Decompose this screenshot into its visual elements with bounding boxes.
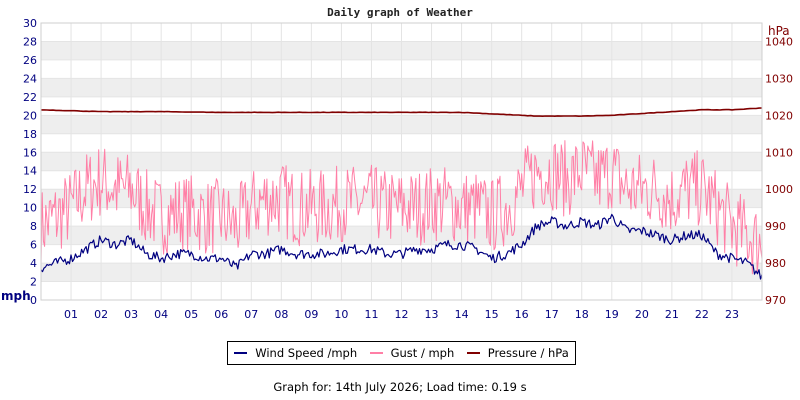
x-tick-label: 16: [515, 308, 529, 321]
x-tick-label: 21: [665, 308, 679, 321]
y-tick-label: 2: [30, 276, 37, 289]
y-right-tick-label: 1000: [765, 183, 793, 196]
x-tick-label: 01: [64, 308, 78, 321]
x-tick-label: 14: [455, 308, 469, 321]
x-tick-label: 05: [184, 308, 198, 321]
x-tick-label: 10: [334, 308, 348, 321]
y-tick-label: 28: [23, 35, 37, 48]
x-tick-label: 20: [635, 308, 649, 321]
footer-text: Graph for: 14th July 2026; Load time: 0.…: [273, 380, 527, 394]
legend-swatch-gust: [369, 352, 383, 354]
y-right-tick-label: 1030: [765, 72, 793, 85]
legend-item-pressure: Pressure / hPa: [466, 346, 569, 360]
legend-swatch-wind-speed: [234, 352, 248, 354]
y-right-tick-label: 1040: [765, 35, 793, 48]
y-right-tick-label: 1020: [765, 109, 793, 122]
x-tick-label: 04: [154, 308, 168, 321]
y-tick-label: 18: [23, 128, 37, 141]
y-tick-label: 22: [23, 91, 37, 104]
y-tick-label: 26: [23, 54, 37, 67]
chart-legend: Wind Speed /mph Gust / mph Pressure / hP…: [227, 341, 576, 365]
x-tick-label: 03: [124, 308, 138, 321]
x-tick-label: 19: [605, 308, 619, 321]
legend-item-wind-speed: Wind Speed /mph: [234, 346, 357, 360]
legend-swatch-pressure: [466, 352, 480, 354]
x-tick-label: 11: [364, 308, 378, 321]
y-tick-label: 10: [23, 202, 37, 215]
x-tick-label: 22: [695, 308, 709, 321]
y-tick-label: 0: [30, 294, 37, 307]
y-axis-label: mph: [1, 289, 31, 303]
x-tick-label: 17: [545, 308, 559, 321]
y-tick-label: 4: [30, 257, 37, 270]
plot-area-border: [40, 22, 763, 301]
y-right-tick-label: 990: [765, 220, 786, 233]
x-tick-label: 15: [485, 308, 499, 321]
y-right-tick-label: 1010: [765, 146, 793, 159]
series-line-wind-speed: [40, 213, 763, 280]
x-tick-label: 12: [395, 308, 409, 321]
x-tick-label: 08: [274, 308, 288, 321]
y-tick-label: 14: [23, 165, 37, 178]
chart-title: Daily graph of Weather: [327, 6, 473, 19]
y-tick-label: 6: [30, 239, 37, 252]
x-tick-label: 23: [725, 308, 739, 321]
y-tick-label: 16: [23, 146, 37, 159]
y-tick-label: 30: [23, 17, 37, 30]
legend-item-gust: Gust / mph: [369, 346, 455, 360]
series-line-pressure: [41, 107, 763, 117]
y-right-axis-label: hPa: [768, 24, 790, 38]
x-tick-label: 02: [94, 308, 108, 321]
x-tick-label: 18: [575, 308, 589, 321]
y-right-tick-label: 980: [765, 257, 786, 270]
y-right-tick-label: 970: [765, 294, 786, 307]
series-line-gust: [40, 140, 763, 275]
legend-label-pressure: Pressure / hPa: [487, 346, 569, 360]
x-tick-label: 06: [214, 308, 228, 321]
x-tick-label: 13: [425, 308, 439, 321]
y-tick-label: 20: [23, 109, 37, 122]
y-tick-label: 8: [30, 220, 37, 233]
x-tick-label: 09: [304, 308, 318, 321]
y-tick-label: 24: [23, 72, 37, 85]
y-tick-label: 12: [23, 183, 37, 196]
legend-label-wind-speed: Wind Speed /mph: [255, 346, 358, 360]
x-tick-label: 07: [244, 308, 258, 321]
legend-label-gust: Gust / mph: [390, 346, 455, 360]
